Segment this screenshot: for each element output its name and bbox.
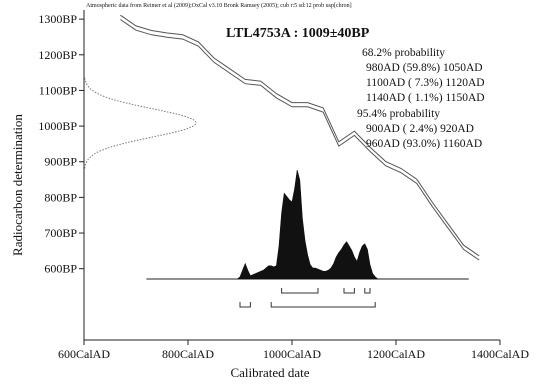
sample-title: LTL4753A : 1009±40BP — [226, 26, 370, 41]
x-tick-label: 800CalAD — [162, 347, 214, 361]
y-tick-label: 900BP — [44, 155, 77, 169]
y-axis-title: Radiocarbon determination — [10, 114, 25, 256]
p95-range-1: 900AD ( 2.4%) 920AD — [366, 123, 474, 135]
probability-range-brackets — [239, 288, 376, 308]
y-tick-label: 800BP — [44, 190, 77, 204]
p68-range-3: 1140AD ( 1.1%) 1150AD — [366, 92, 485, 104]
p95-header: 95.4% probability — [357, 108, 440, 120]
calibration-curve — [120, 14, 480, 261]
y-tick-label: 1300BP — [38, 12, 77, 26]
p68-range-1: 980AD (59.8%) 1050AD — [366, 62, 483, 74]
y-tick-label: 1200BP — [38, 48, 77, 62]
measurement-distribution-curve — [84, 77, 197, 169]
x-axis-ticks: 600CalAD 800CalAD 1000CalAD 1200CalAD 1400Ca… — [58, 340, 529, 361]
y-axis-ticks: 1300BP 1200BP 1100BP 1000BP 900BP 800BP 700BP 6… — [38, 12, 84, 276]
y-tick-label: 700BP — [44, 226, 77, 240]
range-bracket-95 — [239, 302, 251, 308]
y-tick-label: 1000BP — [38, 119, 77, 133]
calibration-curve-upper — [120, 14, 480, 257]
chart-credit: Atmospheric data from Reimer et al (2009… — [86, 2, 352, 9]
range-bracket-68 — [343, 288, 355, 294]
x-axis-title: Calibrated date — [230, 365, 309, 380]
calibrated-date-distribution — [146, 170, 469, 280]
probability-summary: 68.2% probability 980AD (59.8%) 1050AD 1… — [357, 47, 485, 150]
p95-range-2: 960AD (93.0%) 1160AD — [366, 138, 482, 150]
y-tick-label: 600BP — [44, 262, 77, 276]
p68-header: 68.2% probability — [362, 47, 445, 59]
posterior-area — [236, 170, 379, 280]
range-bracket-95 — [270, 302, 376, 308]
x-tick-label: 1400CalAD — [471, 347, 529, 361]
p68-range-2: 1100AD ( 7.3%) 1120AD — [366, 77, 485, 89]
y-tick-label: 1100BP — [39, 83, 78, 97]
radiocarbon-measurement-distribution — [84, 77, 197, 169]
calibration-curve-lower — [120, 19, 480, 261]
range-bracket-68 — [281, 288, 319, 294]
x-tick-label: 1200CalAD — [367, 347, 425, 361]
x-tick-label: 600CalAD — [58, 347, 110, 361]
range-bracket-68 — [364, 288, 371, 294]
x-tick-label: 1000CalAD — [263, 347, 321, 361]
